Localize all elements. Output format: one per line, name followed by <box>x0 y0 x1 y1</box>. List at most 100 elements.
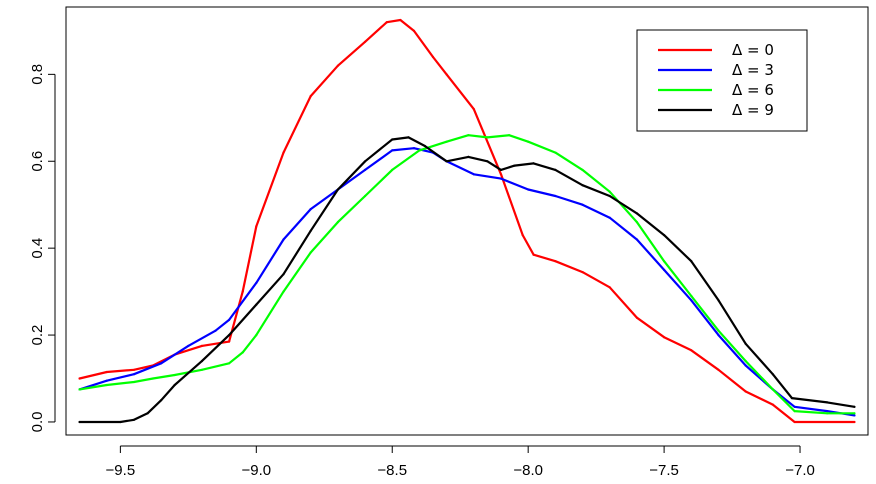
data-point <box>608 216 611 219</box>
data-point <box>663 336 666 339</box>
x-tick-label: −9.0 <box>241 462 271 479</box>
data-point <box>467 155 470 158</box>
data-point <box>663 234 666 237</box>
data-point <box>499 173 503 176</box>
data-point <box>78 377 81 380</box>
y-axis: 0.0 0.2 0.4 0.6 0.8 <box>29 64 56 432</box>
data-point <box>412 29 416 32</box>
data-point <box>581 271 584 274</box>
data-point <box>445 160 448 163</box>
data-point <box>513 164 516 167</box>
data-point <box>412 147 416 150</box>
data-point <box>554 151 557 154</box>
data-point <box>486 136 489 139</box>
series <box>78 134 856 415</box>
data-point <box>391 149 394 152</box>
data-point <box>228 340 231 343</box>
data-point <box>385 21 388 24</box>
legend-item: Δ = 0 <box>658 41 774 59</box>
data-point <box>853 412 856 415</box>
data-point <box>187 344 190 347</box>
data-point <box>744 360 747 363</box>
data-point <box>364 168 367 171</box>
data-point <box>635 238 639 241</box>
data-point <box>309 95 312 98</box>
data-point <box>486 160 489 163</box>
data-point <box>78 388 81 391</box>
data-point <box>554 260 557 263</box>
data-point <box>581 184 584 187</box>
data-point <box>527 140 530 143</box>
data-point <box>793 405 796 408</box>
data-point <box>173 383 176 387</box>
data-point <box>499 177 503 180</box>
y-tick-label: 0.2 <box>29 325 46 346</box>
legend-item: Δ = 3 <box>658 61 774 79</box>
data-point <box>717 299 720 302</box>
x-tick-label: −8.5 <box>377 462 407 479</box>
data-point <box>608 190 611 193</box>
data-point <box>717 329 720 332</box>
x-tick-label: −7.5 <box>649 462 679 479</box>
data-point <box>151 377 155 380</box>
data-point <box>132 368 136 371</box>
data-point <box>160 399 163 402</box>
data-point <box>635 221 639 224</box>
data-point <box>826 401 829 404</box>
data-point <box>282 273 285 276</box>
data-point <box>214 329 217 332</box>
data-point <box>853 420 856 424</box>
legend-item: Δ = 6 <box>658 81 774 99</box>
y-tick-label: 0.4 <box>29 238 46 259</box>
data-point <box>132 418 136 421</box>
data-point <box>532 162 535 165</box>
data-point <box>309 251 312 254</box>
x-tick-label: −9.5 <box>106 462 136 479</box>
data-point <box>771 373 774 376</box>
legend-label: Δ = 0 <box>732 41 774 59</box>
data-point <box>282 290 285 293</box>
series-layer <box>78 18 856 424</box>
data-point <box>690 294 693 298</box>
data-point <box>608 286 611 289</box>
data-point <box>771 403 774 406</box>
data-point <box>336 221 339 224</box>
data-point <box>532 253 535 256</box>
legend-label: Δ = 9 <box>732 101 774 119</box>
legend: Δ = 0 Δ = 3 Δ = 6 Δ = 9 <box>636 29 808 132</box>
data-point <box>418 149 421 152</box>
data-point <box>663 268 666 271</box>
data-point <box>241 290 244 293</box>
data-point <box>853 414 856 417</box>
data-point <box>717 334 720 337</box>
x-tick-label: −7.0 <box>785 462 815 479</box>
y-tick-label: 0.6 <box>29 151 46 172</box>
data-point <box>521 234 524 237</box>
data-point <box>690 299 693 302</box>
data-point <box>228 334 231 337</box>
data-point <box>793 410 796 413</box>
axes: −9.5 −9.0 −8.5 −8.0 −7.5 −7.0 0.0 0.2 0.4 0.6 0.8 <box>29 64 815 479</box>
data-point <box>793 420 796 424</box>
data-point <box>554 168 557 171</box>
series-line <box>78 136 856 424</box>
data-point <box>282 151 285 154</box>
data-point <box>173 373 176 377</box>
data-point <box>581 203 584 206</box>
data-point <box>105 370 108 374</box>
data-point <box>132 373 136 376</box>
series <box>78 147 856 417</box>
data-point <box>200 344 203 347</box>
data-point <box>160 362 163 365</box>
data-point <box>635 316 639 319</box>
data-point <box>255 225 258 228</box>
data-point <box>336 64 339 67</box>
data-point <box>744 364 747 367</box>
data-point <box>423 144 426 148</box>
x-axis: −9.5 −9.0 −8.5 −8.0 −7.5 −7.0 <box>106 445 815 479</box>
data-point <box>146 412 149 415</box>
data-point <box>771 388 774 391</box>
data-point <box>78 420 81 424</box>
data-point <box>200 360 203 363</box>
